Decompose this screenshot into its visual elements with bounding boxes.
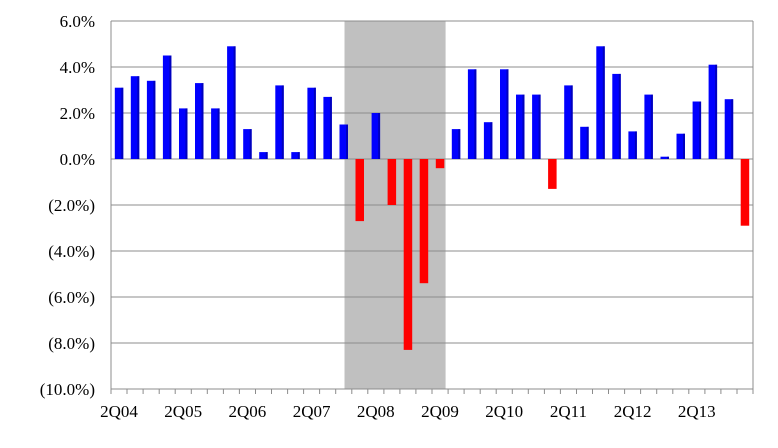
bar-3Q12 — [644, 94, 653, 159]
bar-1Q09 — [419, 159, 429, 284]
bar-2Q13 — [692, 101, 702, 159]
bar-4Q13 — [724, 99, 734, 159]
x-tick-label: 2Q12 — [614, 402, 652, 421]
bar-edge — [169, 55, 172, 159]
bar-4Q04 — [146, 80, 156, 159]
y-tick-label: 0.0% — [60, 150, 95, 169]
bar-edge — [329, 96, 332, 159]
bar-1Q14 — [740, 159, 750, 226]
bar-edge — [281, 85, 284, 159]
bar-3Q13 — [708, 64, 718, 159]
bar-edge — [570, 85, 573, 159]
bar-edge — [249, 129, 252, 159]
bar-edge — [217, 108, 220, 159]
bar-1Q12 — [612, 73, 621, 159]
bar-4Q06 — [275, 85, 284, 159]
y-tick-label: (10.0%) — [40, 380, 95, 399]
bar-edge — [185, 108, 188, 159]
bar-2Q09 — [435, 159, 445, 169]
bar-edge — [474, 69, 477, 159]
bar-edge — [297, 152, 300, 159]
bar-3Q04 — [130, 76, 140, 159]
bar-edge — [201, 83, 204, 159]
y-tick-label: 2.0% — [60, 104, 95, 123]
bar-edge — [137, 76, 140, 159]
bar-1Q13 — [676, 133, 685, 159]
bar-edge — [586, 126, 589, 159]
x-tick-label: 2Q13 — [678, 402, 716, 421]
bar-4Q10 — [532, 94, 541, 159]
x-tick-label: 2Q10 — [485, 402, 523, 421]
bar-4Q08 — [403, 159, 413, 350]
x-tick-label: 2Q08 — [357, 402, 395, 421]
bar-3Q11 — [580, 126, 589, 159]
bar-edge — [346, 124, 348, 159]
bar-4Q05 — [211, 108, 220, 159]
bar-edge — [683, 133, 685, 159]
x-tick-label: 2Q05 — [164, 402, 202, 421]
x-tick-label: 2Q06 — [229, 402, 267, 421]
bar-1Q11 — [548, 159, 557, 189]
bar-edge — [667, 156, 669, 159]
bar-edge — [538, 94, 541, 159]
bar-3Q09 — [451, 129, 461, 159]
bar-edge — [618, 73, 621, 159]
bar-3Q06 — [259, 152, 268, 159]
bar-3Q05 — [195, 83, 204, 159]
bar-2Q06 — [243, 129, 252, 159]
y-tick-label: (6.0%) — [48, 288, 95, 307]
y-tick-label: (8.0%) — [48, 334, 95, 353]
bar-edge — [522, 94, 525, 159]
y-tick-label: 4.0% — [60, 58, 95, 77]
bar-edge — [731, 99, 734, 159]
bar-1Q07 — [291, 152, 300, 159]
bar-2Q08 — [371, 113, 381, 159]
bar-2Q05 — [179, 108, 188, 159]
bar-2Q12 — [628, 131, 637, 159]
bar-3Q07 — [323, 96, 332, 159]
bar-edge — [602, 46, 605, 159]
bar-edge — [233, 46, 236, 159]
x-tick-label: 2Q07 — [293, 402, 331, 421]
bar-edge — [458, 129, 461, 159]
bar-edge — [378, 113, 381, 159]
bar-2Q11 — [564, 85, 573, 159]
bar-edge — [265, 152, 268, 159]
bar-edge — [715, 64, 718, 159]
bar-1Q10 — [483, 122, 493, 159]
bar-1Q05 — [162, 55, 172, 159]
bar-2Q10 — [500, 69, 509, 159]
y-tick-label: (4.0%) — [48, 242, 95, 261]
bar-edge — [506, 69, 509, 159]
bar-edge — [490, 122, 493, 159]
bar-edge — [650, 94, 653, 159]
bar-3Q10 — [516, 94, 525, 159]
bar-4Q12 — [660, 156, 669, 159]
bar-2Q07 — [307, 87, 316, 159]
y-tick-label: 6.0% — [60, 12, 95, 31]
bar-2Q04 — [114, 87, 124, 159]
bar-edge — [153, 80, 156, 159]
x-tick-label: 2Q11 — [550, 402, 587, 421]
bar-1Q06 — [227, 46, 236, 159]
bar-edge — [313, 87, 316, 159]
bar-4Q07 — [339, 124, 348, 159]
bar-edge — [634, 131, 637, 159]
x-tick-label: 2Q09 — [421, 402, 459, 421]
y-tick-label: (2.0%) — [48, 196, 95, 215]
bar-3Q08 — [387, 159, 397, 205]
bar-edge — [121, 87, 124, 159]
bar-4Q11 — [596, 46, 605, 159]
bar-1Q08 — [355, 159, 364, 222]
bar-edge — [699, 101, 702, 159]
x-tick-label: 2Q04 — [100, 402, 138, 421]
bar-4Q09 — [467, 69, 477, 159]
